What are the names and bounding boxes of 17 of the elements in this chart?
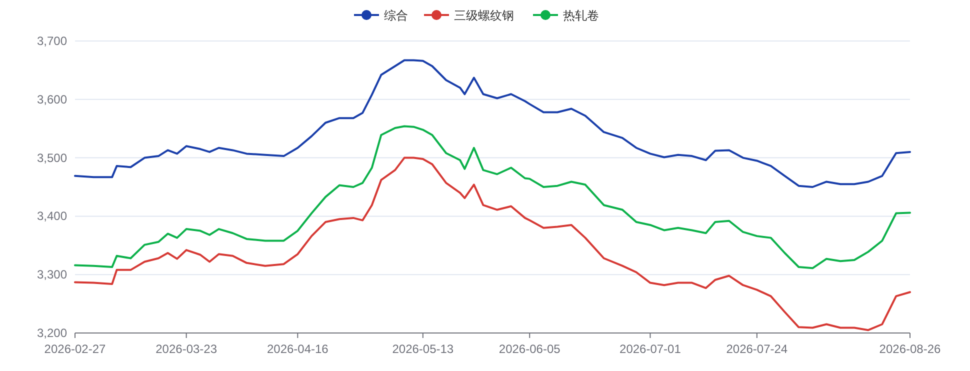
y-tick-label: 3,700 — [36, 34, 68, 48]
x-tick-label: 2026-04-16 — [266, 342, 329, 356]
x-tick-label: 2026-06-05 — [498, 342, 561, 356]
x-tick-label: 2026-08-26 — [879, 342, 942, 356]
legend-label: 三级螺纹钢 — [454, 8, 514, 22]
y-tick-label: 3,500 — [36, 150, 68, 165]
y-tick-label: 3,600 — [36, 92, 68, 106]
x-tick-label: 2026-03-23 — [156, 342, 218, 356]
y-tick-label: 3,200 — [36, 326, 68, 340]
x-tick-label: 2026-07-24 — [726, 342, 788, 356]
x-tick-label: 2026-07-01 — [620, 342, 682, 356]
x-tick-label: 2026-05-13 — [392, 342, 454, 356]
x-tick-label: 2026-02-27 — [44, 342, 106, 356]
legend-label: 热轧卷 — [563, 8, 599, 22]
y-tick-label: 3,400 — [36, 209, 68, 224]
y-tick-label: 3,300 — [36, 268, 68, 282]
legend-label: 综合 — [384, 8, 408, 22]
